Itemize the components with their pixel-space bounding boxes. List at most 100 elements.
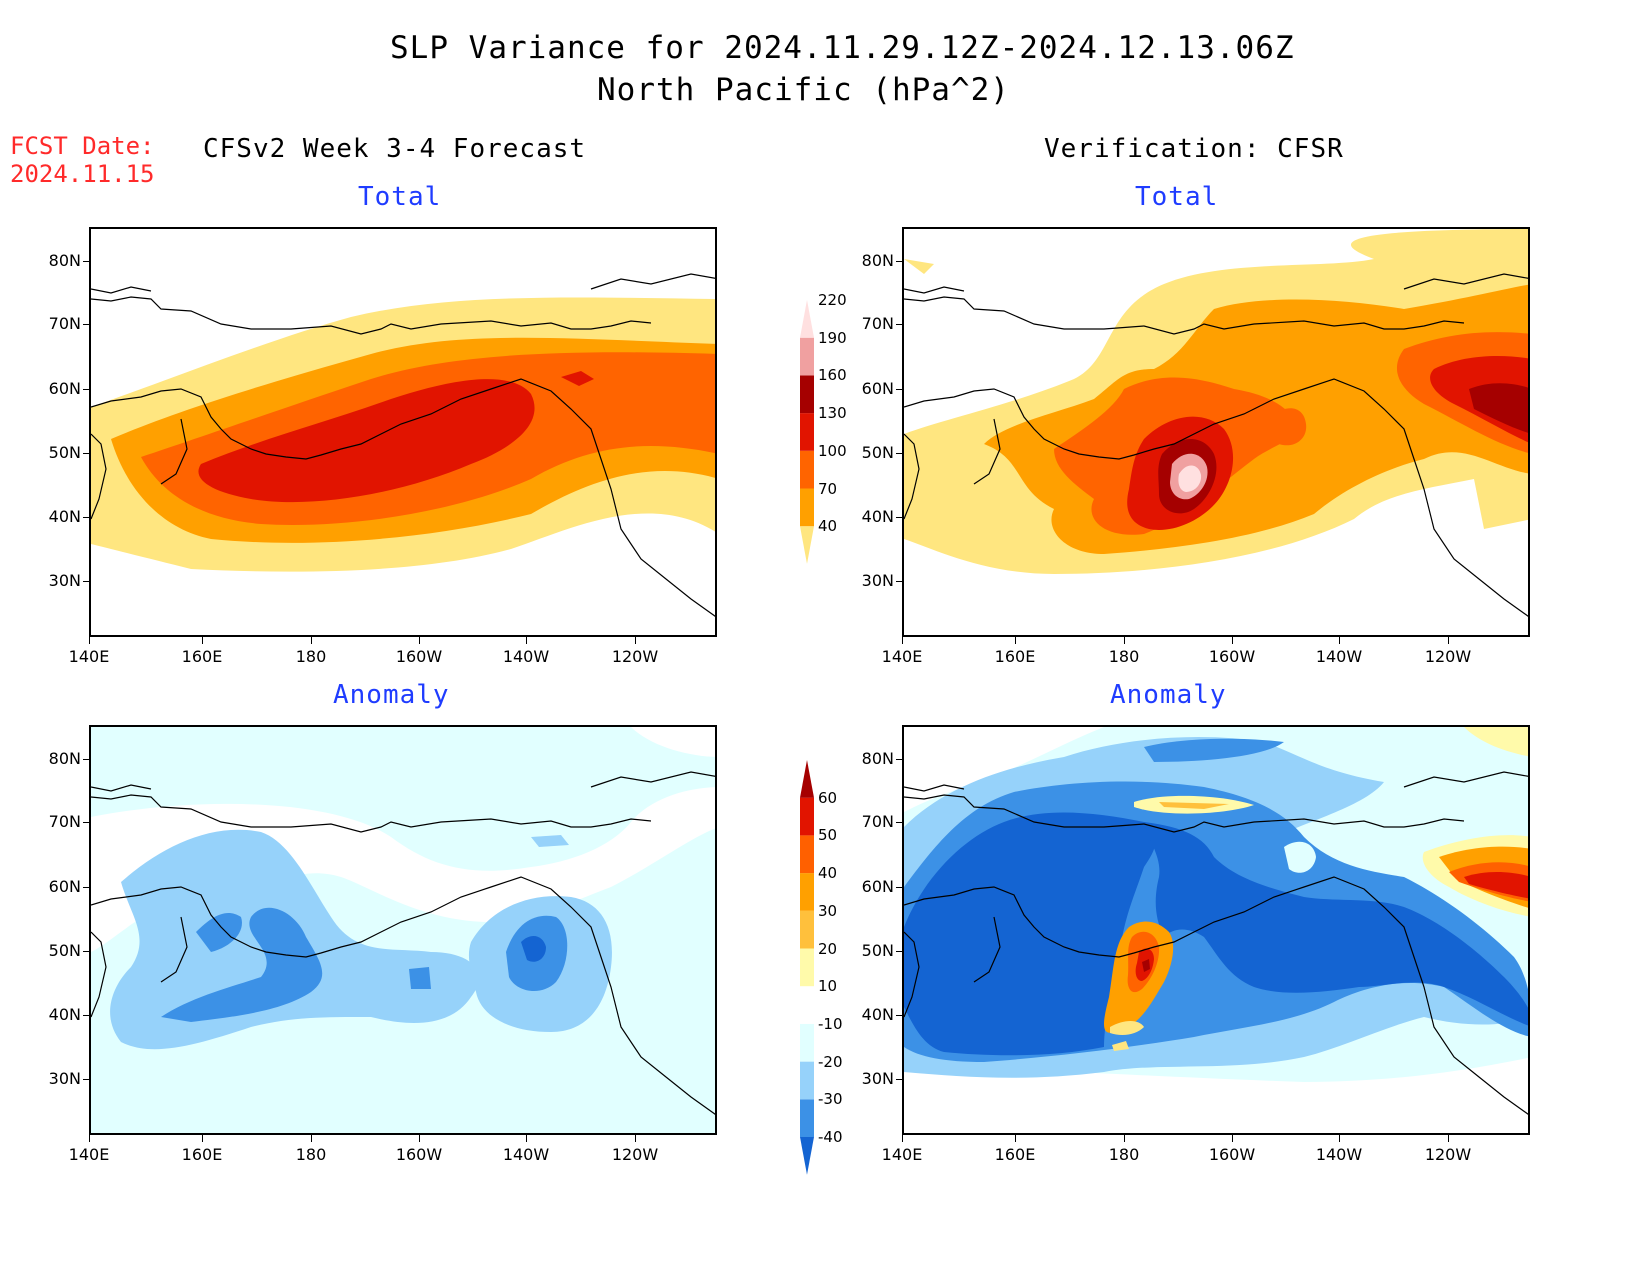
verification-total-title: Total xyxy=(1135,182,1219,212)
lat-tick-mark xyxy=(896,324,903,325)
colorbar-level-label: 60 xyxy=(818,788,838,807)
lon-tick-label: 180 xyxy=(1108,647,1140,666)
colorbar-level-label: 30 xyxy=(818,901,838,920)
lat-tick-mark xyxy=(83,261,90,262)
lon-tick-label: 140E xyxy=(68,1145,110,1164)
lat-tick-mark xyxy=(83,887,90,888)
lat-tick-mark xyxy=(83,951,90,952)
lon-tick-label: 120W xyxy=(611,647,659,666)
colorbar-swatch xyxy=(800,797,814,836)
lon-tick-mark xyxy=(419,637,420,644)
colorbar-swatch xyxy=(800,1061,814,1100)
lat-tick-mark xyxy=(896,1015,903,1016)
fcst-date-label: FCST Date: xyxy=(10,132,155,160)
lon-tick-mark xyxy=(1124,637,1125,644)
lat-tick-mark xyxy=(896,581,903,582)
forecast-column-title: CFSv2 Week 3-4 Forecast xyxy=(203,134,587,164)
colorbar-level-label: -30 xyxy=(818,1090,843,1109)
lat-tick-mark xyxy=(83,1015,90,1016)
lon-tick-label: 160E xyxy=(994,647,1036,666)
lon-tick-label: 140E xyxy=(881,647,923,666)
lon-tick-mark xyxy=(1232,1135,1233,1142)
lon-tick-mark xyxy=(526,637,527,644)
lat-tick-label: 50N xyxy=(861,443,894,462)
lon-tick-mark xyxy=(1015,637,1016,644)
verification-anomaly-map xyxy=(902,725,1530,1135)
colorbar-level-label: 10 xyxy=(818,977,838,996)
lat-tick-mark xyxy=(83,324,90,325)
lat-tick-label: 80N xyxy=(861,749,894,768)
colorbar-swatch xyxy=(800,1137,814,1175)
lon-tick-label: 140W xyxy=(1315,1145,1363,1164)
lat-tick-label: 30N xyxy=(48,1069,81,1088)
total-colorbar: 40 70 100 130 160 190 220 xyxy=(800,280,920,600)
colorbar-level-label: -20 xyxy=(818,1052,843,1071)
lon-tick-mark xyxy=(419,1135,420,1142)
colorbar-level-label: 40 xyxy=(818,517,838,536)
forecast-total-map xyxy=(89,227,717,637)
colorbar-swatch xyxy=(800,337,814,376)
lon-tick-label: 140W xyxy=(1315,647,1363,666)
colorbar-level-label: -40 xyxy=(818,1128,843,1146)
colorbar-level-label: 100 xyxy=(818,441,847,460)
colorbar-swatch xyxy=(800,526,814,564)
colorbar-swatch xyxy=(800,300,814,338)
colorbar-swatch xyxy=(800,1099,814,1137)
lat-tick-mark xyxy=(896,389,903,390)
lat-tick-mark xyxy=(896,517,903,518)
colorbar-swatch xyxy=(800,910,814,949)
lat-tick-mark xyxy=(83,581,90,582)
lat-tick-mark xyxy=(83,822,90,823)
lon-tick-label: 160E xyxy=(181,1145,223,1164)
colorbar-swatch xyxy=(800,873,814,911)
colorbar-level-label: -10 xyxy=(818,1014,843,1033)
lat-tick-mark xyxy=(83,1079,90,1080)
lon-tick-mark xyxy=(202,1135,203,1142)
lat-tick-mark xyxy=(83,759,90,760)
lat-tick-label: 70N xyxy=(48,314,81,333)
lat-tick-label: 60N xyxy=(861,379,894,398)
verification-anomaly-title: Anomaly xyxy=(1110,680,1227,710)
lat-tick-mark xyxy=(896,261,903,262)
lon-tick-mark xyxy=(526,1135,527,1142)
lat-tick-label: 40N xyxy=(861,507,894,526)
forecast-total-title: Total xyxy=(358,182,442,212)
lon-tick-label: 160W xyxy=(1208,647,1256,666)
forecast-anomaly-map xyxy=(89,725,717,1135)
lat-tick-label: 60N xyxy=(861,877,894,896)
lat-tick-mark xyxy=(896,1079,903,1080)
lon-tick-label: 180 xyxy=(295,1145,327,1164)
colorbar-swatch xyxy=(800,1023,814,1062)
colorbar-swatch xyxy=(800,413,814,451)
colorbar-graphic xyxy=(800,300,814,564)
lon-tick-mark xyxy=(1015,1135,1016,1142)
verification-total-map xyxy=(902,227,1530,637)
lon-tick-label: 180 xyxy=(1108,1145,1140,1164)
lon-tick-mark xyxy=(89,1135,90,1142)
lon-tick-label: 160E xyxy=(994,1145,1036,1164)
lat-tick-mark xyxy=(896,887,903,888)
forecast-anomaly-title: Anomaly xyxy=(333,680,450,710)
colorbar-level-label: 50 xyxy=(818,826,838,845)
lon-tick-label: 140W xyxy=(502,1145,550,1164)
colorbar-swatch xyxy=(800,375,814,414)
verification-column-title: Verification: CFSR xyxy=(1044,134,1344,164)
lon-tick-mark xyxy=(311,637,312,644)
lon-tick-label: 160W xyxy=(395,1145,443,1164)
lon-tick-mark xyxy=(1448,1135,1449,1142)
lon-tick-mark xyxy=(1124,1135,1125,1142)
lon-tick-mark xyxy=(311,1135,312,1142)
lon-tick-label: 160W xyxy=(1208,1145,1256,1164)
lon-tick-mark xyxy=(202,637,203,644)
lat-tick-label: 50N xyxy=(861,941,894,960)
lat-tick-label: 60N xyxy=(48,877,81,896)
lon-tick-mark xyxy=(1339,1135,1340,1142)
lon-tick-mark xyxy=(902,637,903,644)
colorbar-graphic xyxy=(800,760,814,1175)
lat-tick-mark xyxy=(83,389,90,390)
lon-tick-mark xyxy=(635,637,636,644)
lat-tick-mark xyxy=(896,951,903,952)
lon-tick-mark xyxy=(1448,637,1449,644)
lat-tick-label: 70N xyxy=(48,812,81,831)
lon-tick-label: 120W xyxy=(611,1145,659,1164)
